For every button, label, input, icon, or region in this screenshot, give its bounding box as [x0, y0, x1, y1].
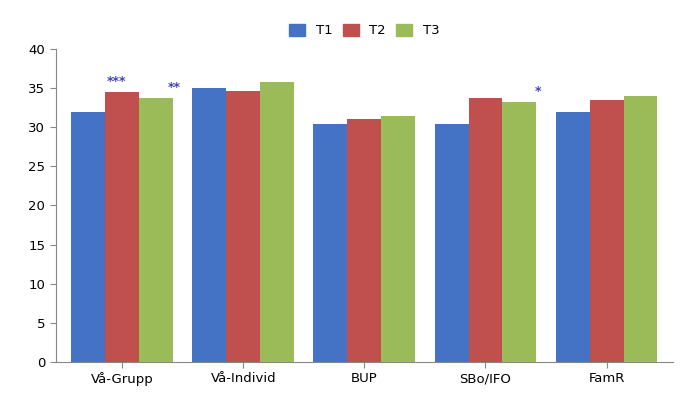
Bar — [260, 82, 294, 362]
Bar — [623, 96, 657, 362]
Text: *: * — [534, 85, 541, 98]
Bar — [381, 116, 415, 362]
Bar — [105, 92, 139, 362]
Bar — [348, 119, 381, 362]
Bar — [434, 124, 468, 362]
Bar — [226, 91, 260, 362]
Bar — [192, 88, 226, 362]
Bar — [139, 98, 173, 362]
Bar — [556, 112, 590, 362]
Text: ***: *** — [106, 75, 126, 88]
Bar — [314, 124, 348, 362]
Bar — [468, 98, 502, 362]
Bar — [71, 112, 105, 362]
Text: **: ** — [168, 81, 180, 94]
Legend: T1, T2, T3: T1, T2, T3 — [284, 18, 445, 42]
Bar — [502, 102, 536, 362]
Bar — [590, 100, 623, 362]
